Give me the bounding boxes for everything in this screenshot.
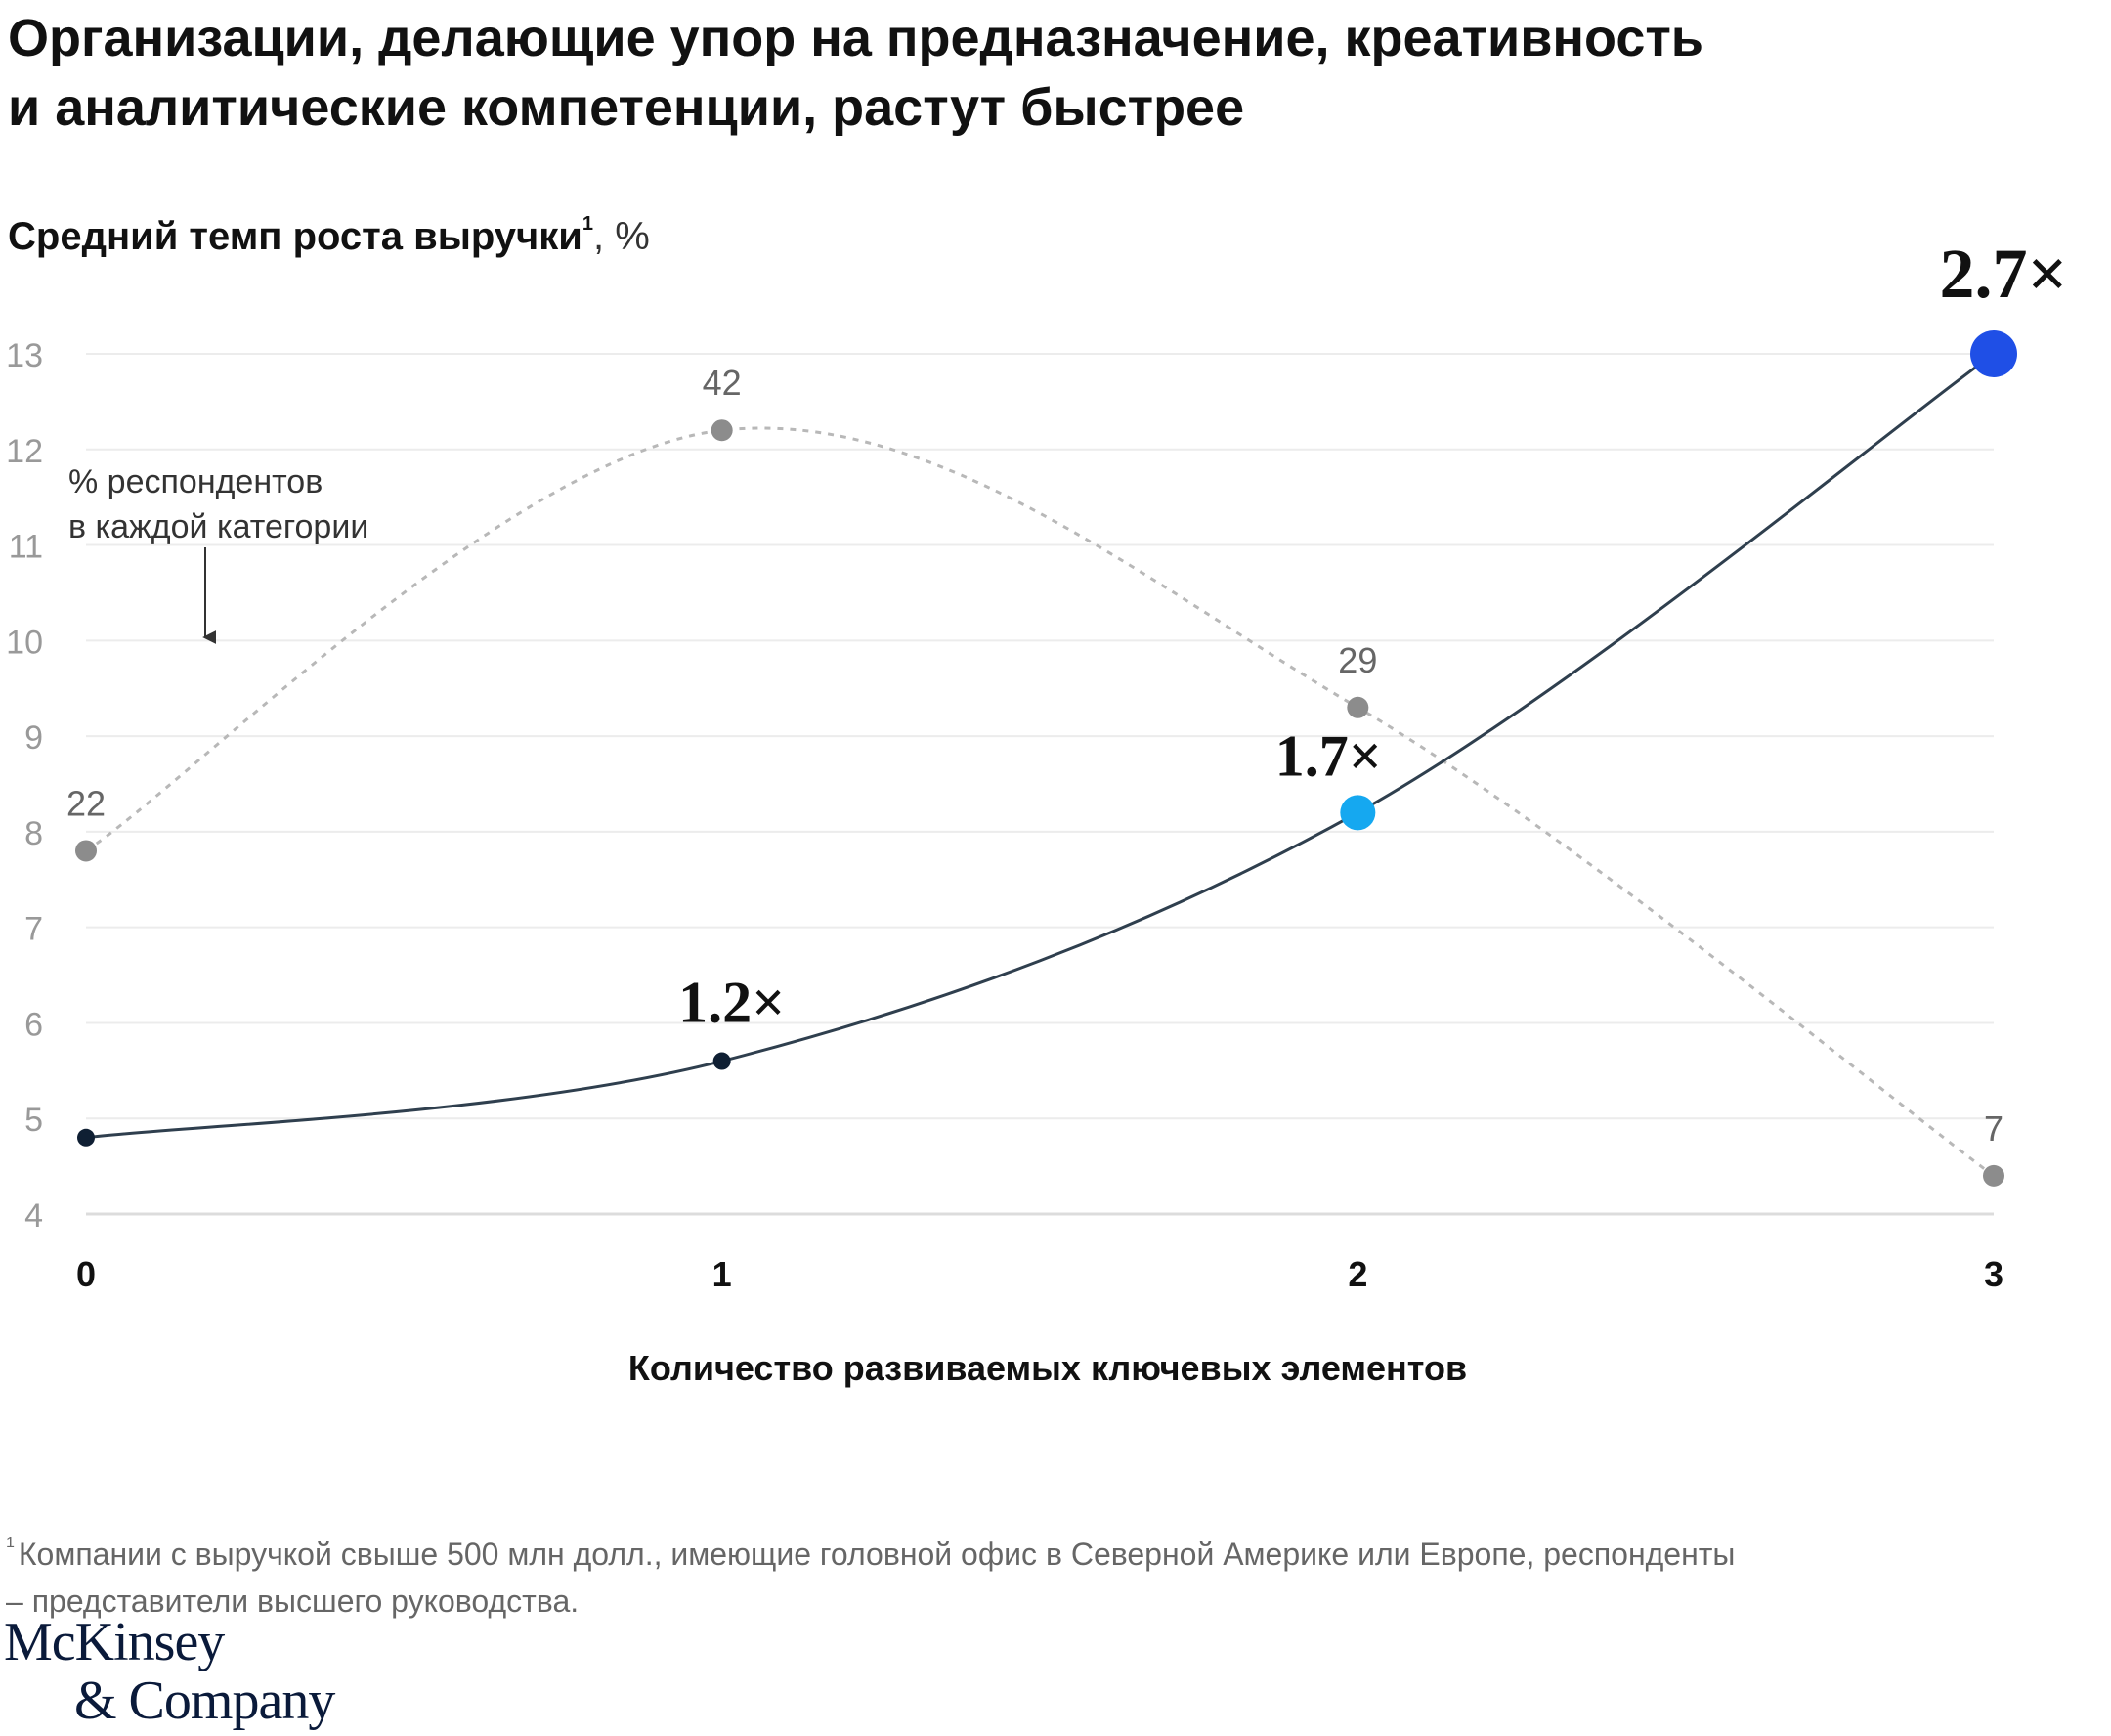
footnote-text: Компании с выручкой свыше 500 млн долл.,… bbox=[6, 1537, 1736, 1619]
y-tick-label: 4 bbox=[24, 1197, 43, 1235]
growth-point bbox=[712, 1052, 731, 1070]
chart-title-line-2: и аналитические компетенции, растут быст… bbox=[8, 78, 1245, 137]
respondents-line bbox=[85, 426, 1995, 1178]
y-tick-label: 10 bbox=[6, 624, 43, 661]
y-tick-label: 8 bbox=[24, 815, 43, 852]
respondents-point-label: 42 bbox=[703, 363, 742, 403]
y-tick-label: 12 bbox=[6, 433, 43, 470]
respondents-point-label: 7 bbox=[1984, 1108, 2003, 1149]
mckinsey-logo: McKinsey & Company bbox=[4, 1612, 335, 1731]
respondents-point bbox=[711, 419, 733, 442]
respondents-point-label: 22 bbox=[66, 783, 106, 823]
y-axis-title-text: Средний темп роста выручки bbox=[8, 215, 582, 258]
y-tick-label: 11 bbox=[9, 529, 43, 566]
y-axis-title: Средний темп роста выручки1, % bbox=[8, 213, 650, 259]
annotation-line-1: % респондентов bbox=[68, 463, 323, 500]
growth-point bbox=[1340, 795, 1376, 831]
annotation-line-2: в каждой категории bbox=[68, 508, 368, 545]
growth-multiplier-label: 1.7× bbox=[1275, 723, 1382, 788]
x-tick-label: 2 bbox=[1348, 1254, 1367, 1294]
growth-line bbox=[85, 352, 1995, 1140]
x-axis-title: Количество развиваемых ключевых элементо… bbox=[628, 1348, 1467, 1388]
x-tick-label: 1 bbox=[712, 1254, 732, 1294]
chart-title-line-1: Организации, делающие упор на предназнач… bbox=[8, 9, 1703, 67]
respondents-point-label: 29 bbox=[1338, 640, 1377, 680]
growth-point bbox=[1970, 330, 2017, 377]
y-tick-label: 9 bbox=[24, 719, 43, 757]
y-tick-label: 13 bbox=[6, 337, 43, 374]
growth-point bbox=[77, 1128, 95, 1147]
growth-multiplier-label: 2.7× bbox=[1939, 235, 2067, 313]
respondents-point bbox=[1347, 696, 1369, 718]
y-tick-label: 5 bbox=[24, 1102, 43, 1139]
footnote-marker: 1 bbox=[6, 1535, 15, 1551]
footnote: 1 Компании с выручкой свыше 500 млн долл.… bbox=[6, 1520, 1745, 1625]
logo-line-1: McKinsey bbox=[4, 1612, 225, 1672]
y-tick-label: 6 bbox=[24, 1006, 43, 1043]
respondents-point bbox=[1983, 1164, 2004, 1187]
logo-line-2: & Company bbox=[74, 1671, 335, 1731]
y-axis-footnote-marker: 1 bbox=[582, 213, 593, 235]
respondents-annotation: % респондентов в каждой категории bbox=[68, 463, 368, 644]
chart-title: Организации, делающие упор на предназнач… bbox=[8, 4, 1703, 143]
y-axis-unit: , % bbox=[592, 215, 650, 258]
x-tick-label: 0 bbox=[76, 1254, 96, 1294]
respondents-point bbox=[75, 840, 97, 862]
y-tick-label: 7 bbox=[24, 911, 43, 948]
x-tick-label: 3 bbox=[1984, 1254, 2003, 1294]
growth-multiplier-label: 1.2× bbox=[678, 971, 785, 1035]
